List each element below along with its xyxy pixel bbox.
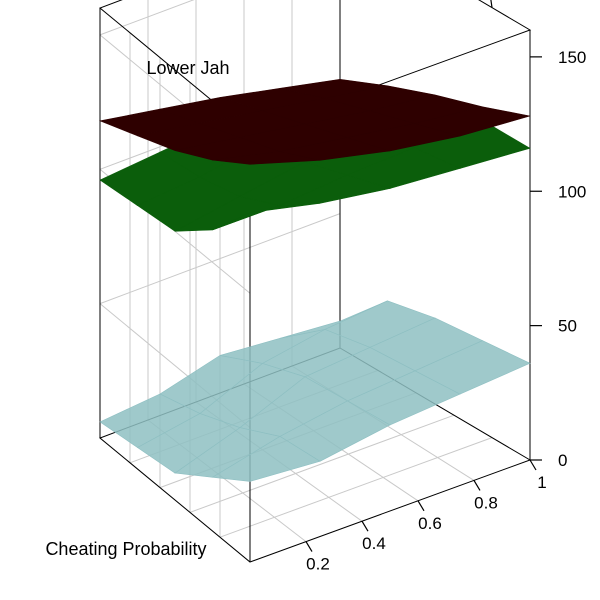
x-tick-label: 0.6 [418, 514, 442, 533]
y-tick-mark [490, 0, 493, 8]
grid-line [219, 437, 493, 538]
x-tick-label: 0.2 [306, 555, 330, 574]
x-tick-mark [361, 520, 369, 532]
x-axis-label: Cheating Probability [45, 539, 206, 559]
x-tick-mark [473, 480, 481, 491]
x-tick-mark [529, 459, 537, 471]
z-tick-label: 100 [558, 182, 586, 201]
z-tick-label: 0 [558, 451, 567, 470]
y-axis-label: Lower Jah [146, 58, 229, 78]
x-tick-label: 1 [537, 473, 546, 492]
surface-patch [414, 340, 531, 395]
x-tick-mark [417, 500, 425, 512]
x-tick-label: 0.4 [362, 534, 386, 553]
z-tick-label: 50 [558, 317, 577, 336]
grid-layer [99, 0, 493, 563]
x-tick-mark [305, 541, 313, 552]
surface-patch [413, 106, 531, 137]
grid-line [99, 0, 195, 36]
z-tick-label: 150 [558, 48, 586, 67]
surface-1 [98, 78, 531, 165]
grid-line [189, 414, 455, 513]
surfaces [98, 78, 531, 482]
x-tick-label: 0.8 [474, 493, 498, 512]
surface-3 [99, 300, 531, 482]
box-top [99, 0, 532, 133]
